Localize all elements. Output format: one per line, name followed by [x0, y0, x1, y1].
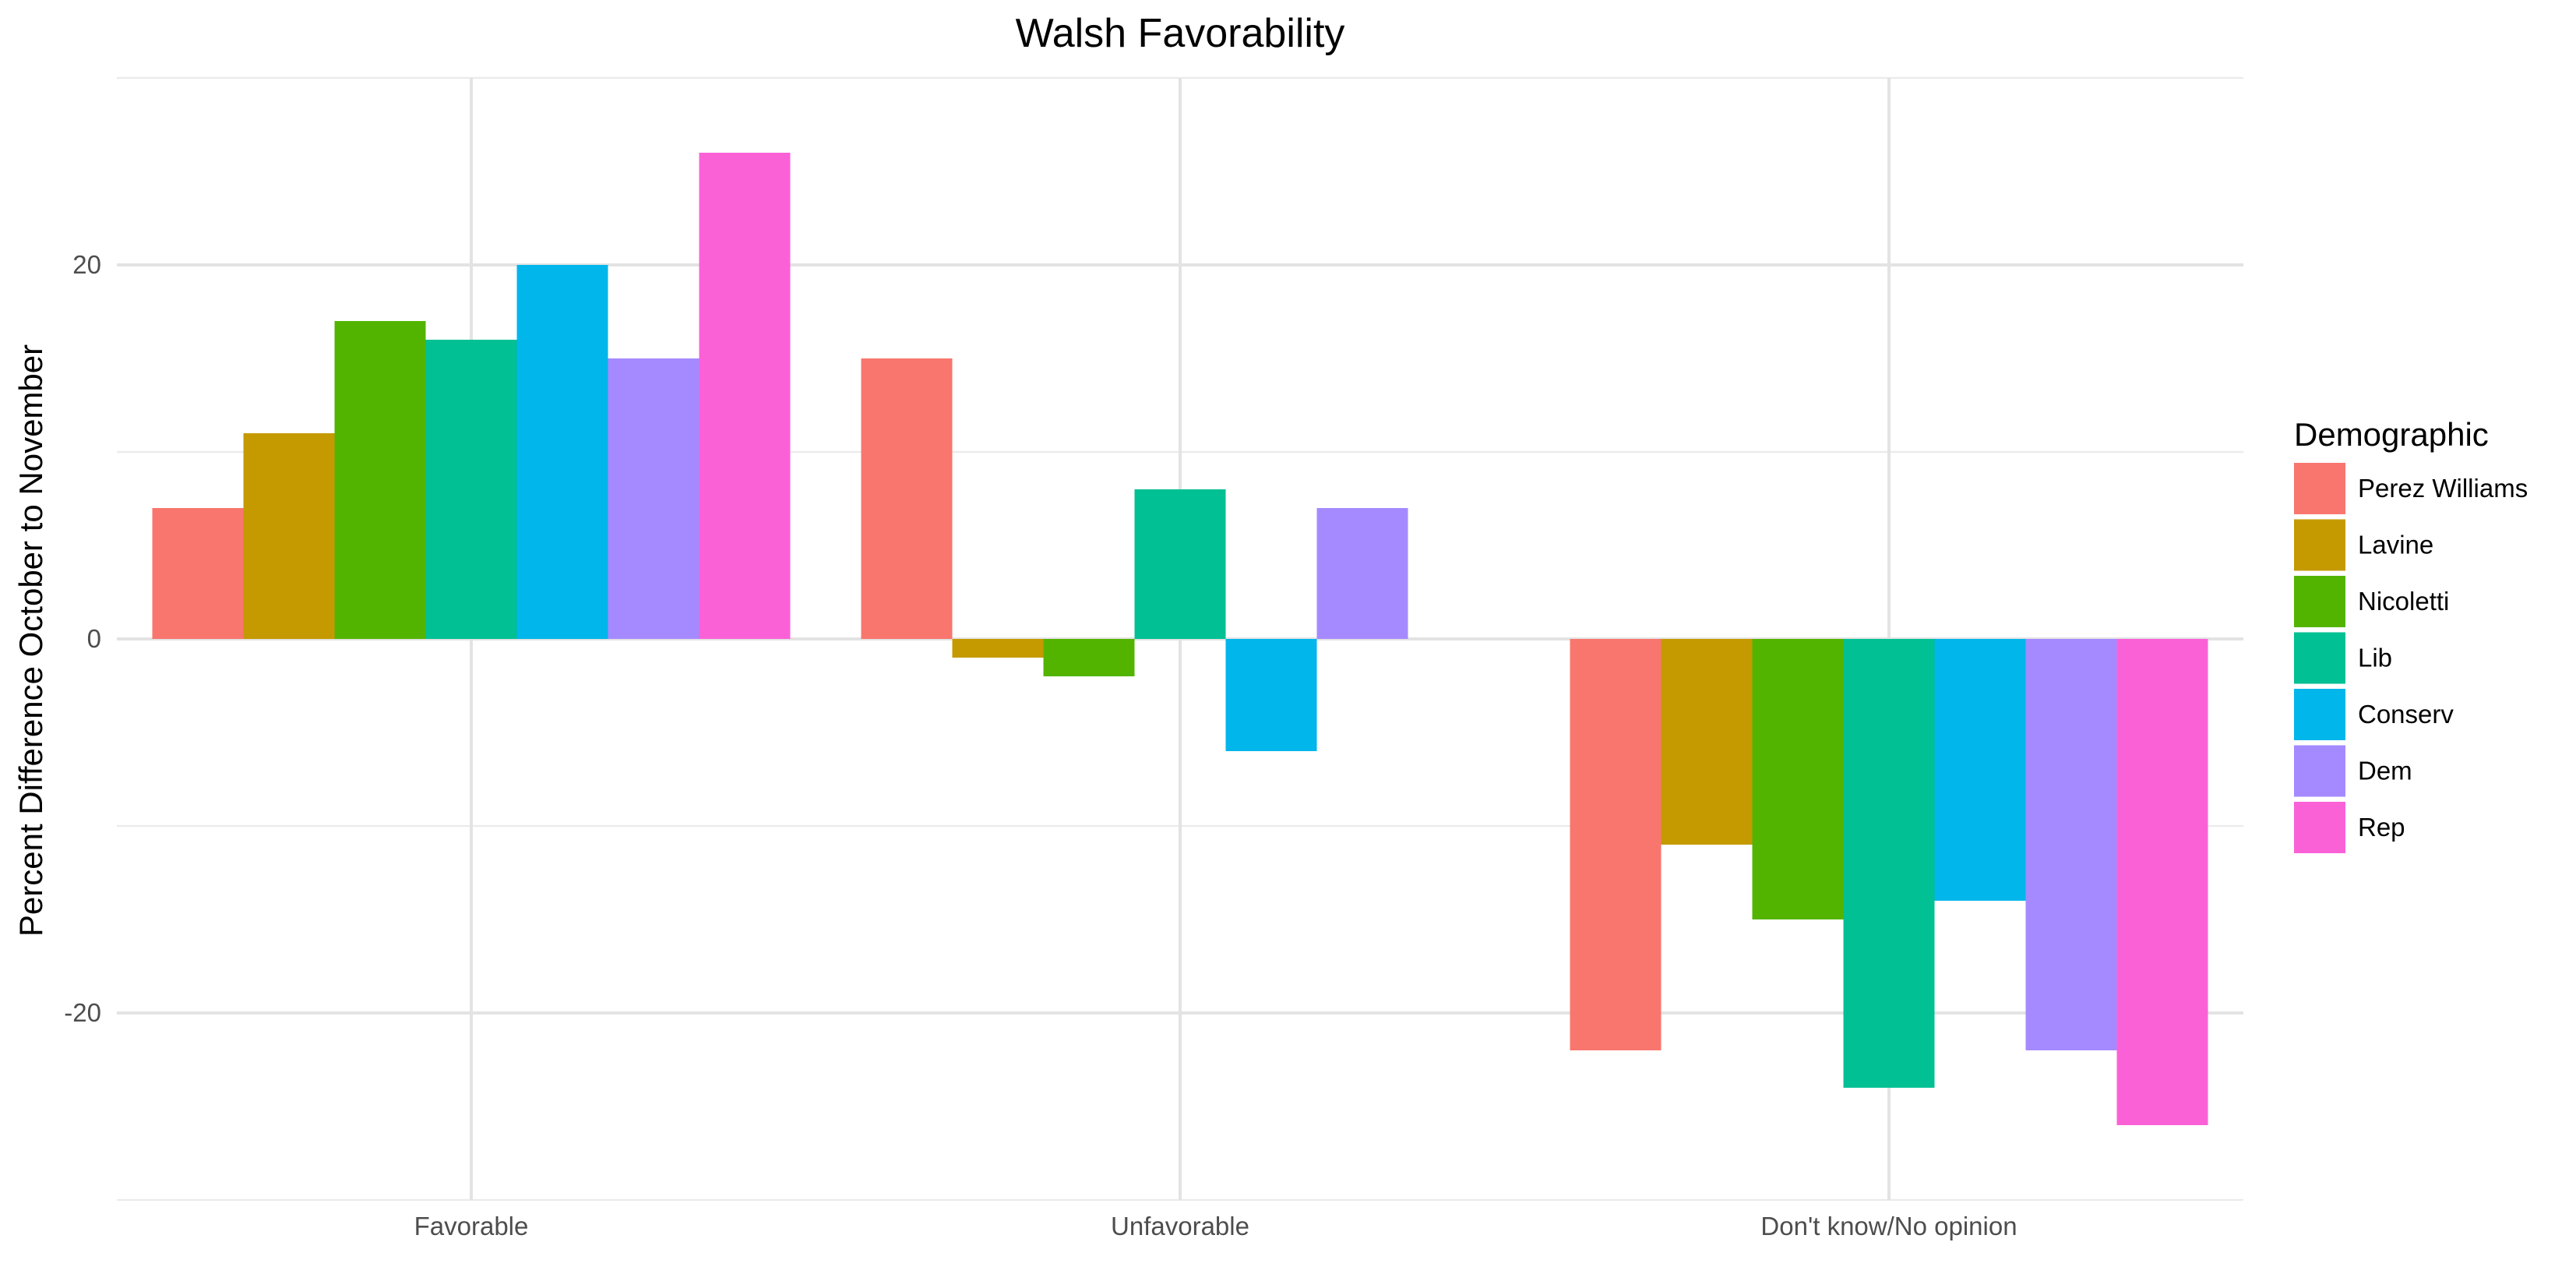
bar — [152, 508, 244, 639]
legend-key — [2294, 689, 2345, 740]
legend-item: Lavine — [2294, 519, 2433, 571]
legend-item: Lib — [2294, 632, 2392, 684]
bar — [516, 265, 608, 639]
bar — [2116, 639, 2208, 1125]
bar — [699, 153, 791, 639]
bar — [1934, 639, 2026, 901]
x-tick-label: Don't know/No opinion — [1760, 1212, 2017, 1240]
bar — [334, 321, 426, 639]
legend-label: Rep — [2358, 813, 2405, 842]
legend-label: Lavine — [2358, 531, 2433, 559]
legend-key — [2294, 802, 2345, 853]
legend-label: Conserv — [2358, 700, 2454, 729]
legend-item: Conserv — [2294, 689, 2454, 740]
bar — [1316, 508, 1408, 639]
legend-key — [2294, 745, 2345, 797]
bar — [1661, 639, 1753, 845]
bar — [1225, 639, 1317, 751]
y-tick-label: -20 — [64, 998, 101, 1027]
bar — [1843, 639, 1935, 1088]
bar — [1134, 489, 1226, 639]
legend-label: Nicoletti — [2358, 587, 2449, 616]
legend-item: Dem — [2294, 745, 2412, 797]
legend-item: Perez Williams — [2294, 463, 2528, 514]
bar — [952, 639, 1044, 658]
bar — [1570, 639, 1662, 1050]
y-tick-label: 0 — [87, 624, 101, 653]
x-tick-label: Unfavorable — [1111, 1212, 1249, 1240]
bar — [861, 358, 953, 639]
legend-key — [2294, 632, 2345, 684]
bar — [243, 433, 335, 639]
bar — [425, 340, 517, 639]
legend-key — [2294, 576, 2345, 627]
legend: Demographic Perez Williams Lavine Nicolett… — [2294, 416, 2528, 853]
legend-key — [2294, 519, 2345, 571]
bar — [2025, 639, 2117, 1050]
legend-label: Perez Williams — [2358, 474, 2528, 503]
legend-item: Rep — [2294, 802, 2405, 853]
legend-label: Dem — [2358, 757, 2412, 785]
bar — [1752, 639, 1844, 919]
chart-title: Walsh Favorability — [1016, 11, 1345, 56]
y-tick-label: 20 — [72, 250, 101, 279]
legend-key — [2294, 463, 2345, 514]
x-tick-label: Favorable — [414, 1212, 529, 1240]
legend-label: Lib — [2358, 644, 2392, 672]
y-axis-title: Percent Difference October to November — [12, 344, 49, 937]
legend-title: Demographic — [2294, 416, 2489, 453]
bar — [608, 358, 700, 639]
ticks-layer: -20 0 20 Favorable Unfavorable Don't know/No … — [64, 250, 2017, 1240]
bar — [1043, 639, 1135, 676]
legend-item: Nicoletti — [2294, 576, 2449, 627]
bars-layer — [152, 153, 2208, 1125]
